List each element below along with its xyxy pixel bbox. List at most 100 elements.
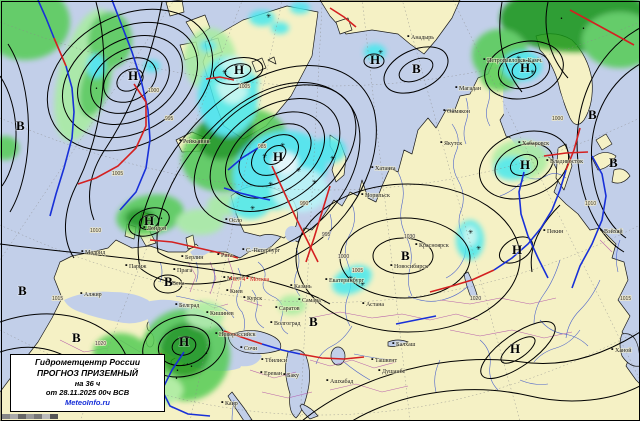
rain-symbol: •: [560, 16, 563, 22]
fronts-layer: [37, 0, 635, 417]
snow-symbol: ✳: [360, 281, 365, 288]
city-dot: [611, 348, 614, 350]
isobar-label: 1000: [148, 88, 159, 94]
cold-front: [223, 187, 271, 201]
low-center: Н: [128, 68, 138, 83]
city-label: Душанбе: [382, 368, 406, 375]
city-dot: [290, 284, 293, 286]
city-dot: [325, 278, 328, 280]
city-dot: [378, 369, 381, 371]
snow-symbol: ✳: [516, 55, 521, 62]
city-label: Париж: [129, 264, 147, 270]
city-dot: [173, 268, 176, 270]
city-dot: [371, 358, 374, 360]
city-label: Москва: [250, 277, 270, 283]
snow-symbol: ✳: [266, 13, 271, 20]
city-label: Оймякон: [447, 108, 471, 115]
low-center: Н: [520, 60, 530, 75]
city-dot: [240, 346, 243, 348]
warm-front: [565, 127, 581, 171]
persian-gulf: [299, 403, 319, 420]
city-dot: [298, 298, 301, 300]
rain-symbol: •: [190, 364, 193, 370]
city-label: Вэйхай: [604, 228, 623, 235]
city-label: Мадрид: [85, 250, 105, 256]
snow-symbol: ✳: [296, 167, 301, 174]
low-center: Н: [273, 149, 283, 164]
city-label: Пекин: [547, 229, 564, 235]
city-label: Ашхабад: [330, 378, 353, 385]
legend-box: Гидрометцентр России ПРОГНОЗ ПРИЗЕМНЫЙ н…: [10, 354, 165, 412]
warm-front: [429, 269, 495, 293]
city-dot: [217, 253, 220, 255]
rain-symbol: •: [186, 362, 189, 368]
city-dot: [371, 166, 374, 168]
city-label: Норильск: [365, 193, 390, 199]
city-label: Анадырь: [411, 35, 434, 41]
snow-symbol: ✳: [530, 69, 535, 76]
city-label: Киев: [230, 289, 243, 295]
city-label: Новосибирск: [394, 263, 428, 270]
city-label: 0..+4: [233, 277, 245, 283]
high-center: В: [164, 274, 173, 289]
snow-symbol: ✳: [378, 49, 383, 56]
scale-strip-segment: [50, 414, 58, 419]
high-center: В: [18, 283, 27, 298]
legend-valid: от 28.11.2025 00ч ВСВ: [45, 388, 130, 398]
cold-front: [261, 343, 301, 355]
city-label: Рига: [221, 253, 233, 259]
city-dot: [275, 306, 278, 308]
city-label: Екатеринбург: [329, 277, 365, 284]
scale-strip-segment: [10, 414, 18, 419]
city-label: Тбилиси: [265, 357, 288, 364]
isobar-label: 995: [165, 116, 174, 122]
snow-symbol: ✳: [262, 153, 267, 160]
city-dot: [415, 243, 418, 245]
city-label: С.-Петербург: [246, 247, 281, 254]
city-dot: [225, 218, 228, 220]
city-label: Каир: [225, 401, 238, 407]
city-dot: [443, 109, 446, 111]
city-dot: [80, 292, 83, 294]
low-center: Н: [370, 52, 380, 67]
city-dot: [440, 141, 443, 143]
city-dot: [242, 248, 245, 250]
city-dot: [181, 255, 184, 257]
city-dot: [229, 277, 232, 279]
rain-symbol: •: [95, 86, 98, 92]
city-dot: [455, 86, 458, 88]
city-label: Ереван: [264, 371, 283, 377]
snow-symbol: ✳: [348, 275, 353, 282]
city-label: Лондон: [147, 226, 167, 232]
legend-site: MeteoInfo.ru: [65, 398, 110, 408]
city-label: Хатанга: [375, 166, 396, 172]
city-label: Якутск: [444, 141, 462, 147]
snow-symbol: ✳: [468, 229, 473, 236]
city-dot: [546, 159, 549, 161]
city-label: Берлин: [185, 255, 204, 261]
red-sea: [227, 391, 253, 421]
warm-front: [299, 353, 365, 360]
city-dot: [361, 193, 364, 195]
isobar-label: 990: [300, 201, 309, 207]
warm-front: [223, 330, 263, 345]
rain-symbol: •: [160, 216, 163, 222]
city-dot: [179, 139, 182, 141]
legend-product: ПРОГНОЗ ПРИЗЕМНЫЙ: [36, 368, 139, 379]
warm-front: [543, 151, 589, 157]
scale-strip-segment: [42, 414, 50, 419]
isobar-label: 1020: [470, 296, 481, 302]
lake-balkhash: [387, 339, 409, 347]
low-center: Н: [144, 213, 154, 228]
city-dot: [260, 371, 263, 373]
legend-org: Гидрометцентр России: [34, 357, 141, 368]
city-label: Баку: [287, 373, 299, 379]
low-center: Н: [179, 334, 189, 349]
legend-lead: на 36 ч: [74, 378, 101, 388]
city-label: Балхаш: [396, 342, 416, 348]
wx-symbols-layer: ✳✳✳✳ ✳✳✳✳✳✳✳✳✳✳✳✳••••••••••: [95, 13, 585, 382]
city-dot: [243, 296, 246, 298]
warm-front: [271, 165, 319, 263]
city-label: Алжир: [84, 292, 102, 298]
